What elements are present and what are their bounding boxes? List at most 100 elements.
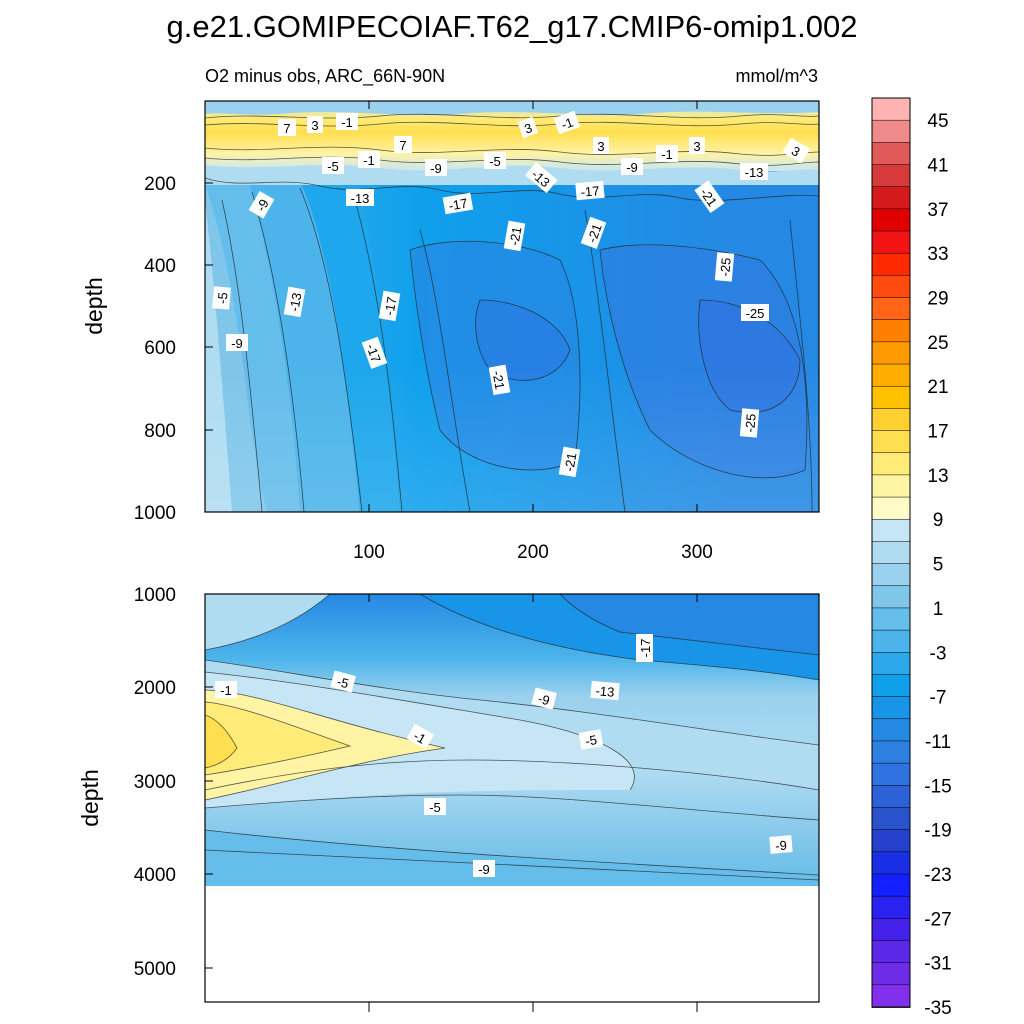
colorbar-cell xyxy=(871,97,911,122)
colorbar-cell xyxy=(871,585,911,609)
bottom-field-top-dark2 xyxy=(560,594,819,655)
bottom-field-deep-blue xyxy=(205,830,819,886)
top-ytick-label: 1000 xyxy=(134,503,176,524)
contour-label-m21d: -21 xyxy=(489,370,507,391)
colorbar-cell xyxy=(871,474,911,498)
contour-label-m17c: -17 xyxy=(381,296,399,317)
colorbar-label: -11 xyxy=(925,732,951,753)
contour-label-7b: 7 xyxy=(399,138,406,153)
contour-label-m1e: -1 xyxy=(363,153,375,168)
colorbar-cell xyxy=(871,785,911,809)
contour-label-m21e: -21 xyxy=(561,452,579,473)
contour-label-3b: 3 xyxy=(522,120,534,137)
colorbar-cell xyxy=(871,452,911,476)
contour-label-3a: 3 xyxy=(311,118,318,133)
colorbar-label: 1 xyxy=(933,599,944,620)
colorbar-label: -31 xyxy=(924,954,951,975)
colorbar-cell xyxy=(871,230,911,255)
colorbar-cell xyxy=(871,297,911,321)
top-contour-lines xyxy=(205,113,819,512)
colorbar-cell xyxy=(871,873,911,897)
top-xtick-label: 300 xyxy=(681,542,713,563)
colorbar-frame xyxy=(871,97,911,1008)
colorbar: 45 41 37 33 29 25 21 17 13 9 5 1 -3 -7 -11 -15 -19 -23 -27… xyxy=(871,97,952,1019)
colorbar-label: 29 xyxy=(927,289,948,310)
contour-label-m17a: -17 xyxy=(448,195,469,213)
bottom-ytick-label: 1000 xyxy=(134,585,176,606)
colorbar-cell xyxy=(871,851,911,875)
colorbar-cell xyxy=(871,518,911,543)
colorbar-cell xyxy=(871,164,911,188)
top-ylabel: depth xyxy=(81,277,107,335)
colorbar-cell xyxy=(871,385,911,410)
top-x-axis: 100 200 300 xyxy=(353,101,713,563)
colorbar-cell xyxy=(871,652,911,676)
top-panel: 7 3 -1 7 3 -1 3 3 -1 3 -1 -5 -1 -9 -5 -9… xyxy=(81,100,820,563)
colorbar-cell xyxy=(871,829,911,853)
top-axes-frame xyxy=(204,100,820,513)
colorbar-cell xyxy=(871,275,911,299)
contour-label-m5a: -5 xyxy=(327,159,339,174)
top-xtick-label: 200 xyxy=(517,542,549,563)
bottom-panel: -17 -1 -5 -13 -9 -1 -5 -5 -9 -9 1000 200… xyxy=(77,585,820,1012)
contour-label-m17b: -17 xyxy=(580,183,600,200)
colorbar-label: 41 xyxy=(927,156,948,177)
contour-label-m21b: -21 xyxy=(506,226,524,247)
contour-label-m1a: -1 xyxy=(341,115,353,130)
contour-label-b-m5c: -5 xyxy=(429,800,441,815)
colorbar-label: 37 xyxy=(927,200,948,221)
colorbar-cell xyxy=(871,341,911,365)
colorbar-cell xyxy=(871,408,911,432)
contour-label-m25c: -25 xyxy=(742,413,759,433)
colorbar-cell xyxy=(871,607,911,631)
colorbar-label: -35 xyxy=(924,998,951,1019)
colorbar-cell xyxy=(871,696,911,720)
contour-label-b-m1a: -1 xyxy=(220,683,232,698)
contour-label-b-m5a: -5 xyxy=(335,674,350,691)
colorbar-cell xyxy=(871,563,911,587)
contour-label-b-m9a: -9 xyxy=(536,691,551,708)
bottom-ytick-label: 4000 xyxy=(134,865,176,886)
contour-label-m5b: -5 xyxy=(489,154,501,169)
contour-label-3d: 3 xyxy=(693,139,700,154)
contour-label-m25a: -25 xyxy=(717,257,734,277)
colorbar-cell xyxy=(871,940,911,964)
colorbar-labels: 45 41 37 33 29 25 21 17 13 9 5 1 -3 -7 -11 -15 -19 -23 -27… xyxy=(924,111,951,1019)
colorbar-label: 5 xyxy=(933,555,944,576)
colorbar-label: -19 xyxy=(924,821,951,842)
colorbar-label: -3 xyxy=(930,643,947,664)
contour-label-m17d: -17 xyxy=(363,342,384,365)
colorbar-cell xyxy=(871,142,911,166)
colorbar-cell xyxy=(871,119,911,144)
contour-label-m13d: -13 xyxy=(286,292,304,313)
bottom-ytick-label: 2000 xyxy=(134,678,176,699)
colorbar-cell xyxy=(871,430,911,454)
top-ytick-label: 600 xyxy=(144,338,176,359)
colorbar-label: 33 xyxy=(927,244,948,265)
bottom-field-yellow-inner xyxy=(205,702,350,775)
colorbar-cell xyxy=(871,762,911,787)
contour-label-m9d: -9 xyxy=(231,336,243,351)
colorbar-cell xyxy=(871,541,911,565)
bottom-ytick-label: 5000 xyxy=(134,959,176,980)
top-contour-labels: 7 3 -1 7 3 -1 3 3 -1 3 -1 -5 -1 -9 -5 -9… xyxy=(212,110,811,478)
top-xtick-label: 100 xyxy=(353,542,385,563)
colorbar-cells xyxy=(871,97,911,1008)
contour-label-b-m9c: -9 xyxy=(478,862,490,877)
top-surface-cap xyxy=(205,101,819,115)
contour-label-m1c: -1 xyxy=(661,147,673,162)
contour-label-m1b: -1 xyxy=(559,114,575,132)
top-y-axis: 200 400 600 800 1000 depth xyxy=(81,174,213,524)
chart-title: g.e21.GOMIPECOIAF.T62_g17.CMIP6-omip1.00… xyxy=(167,9,858,44)
colorbar-cell xyxy=(871,718,911,742)
subtitle-left: O2 minus obs, ARC_66N-90N xyxy=(205,66,445,87)
colorbar-cell xyxy=(871,674,911,698)
contour-label-b-m13: -13 xyxy=(595,683,615,700)
contour-label-b-m9b: -9 xyxy=(775,838,788,854)
bottom-field-yellow-core xyxy=(205,715,237,768)
colorbar-cell xyxy=(871,807,911,831)
colorbar-cell xyxy=(871,629,911,654)
colorbar-label: -27 xyxy=(924,909,951,930)
bottom-field-upper-light xyxy=(205,594,330,650)
